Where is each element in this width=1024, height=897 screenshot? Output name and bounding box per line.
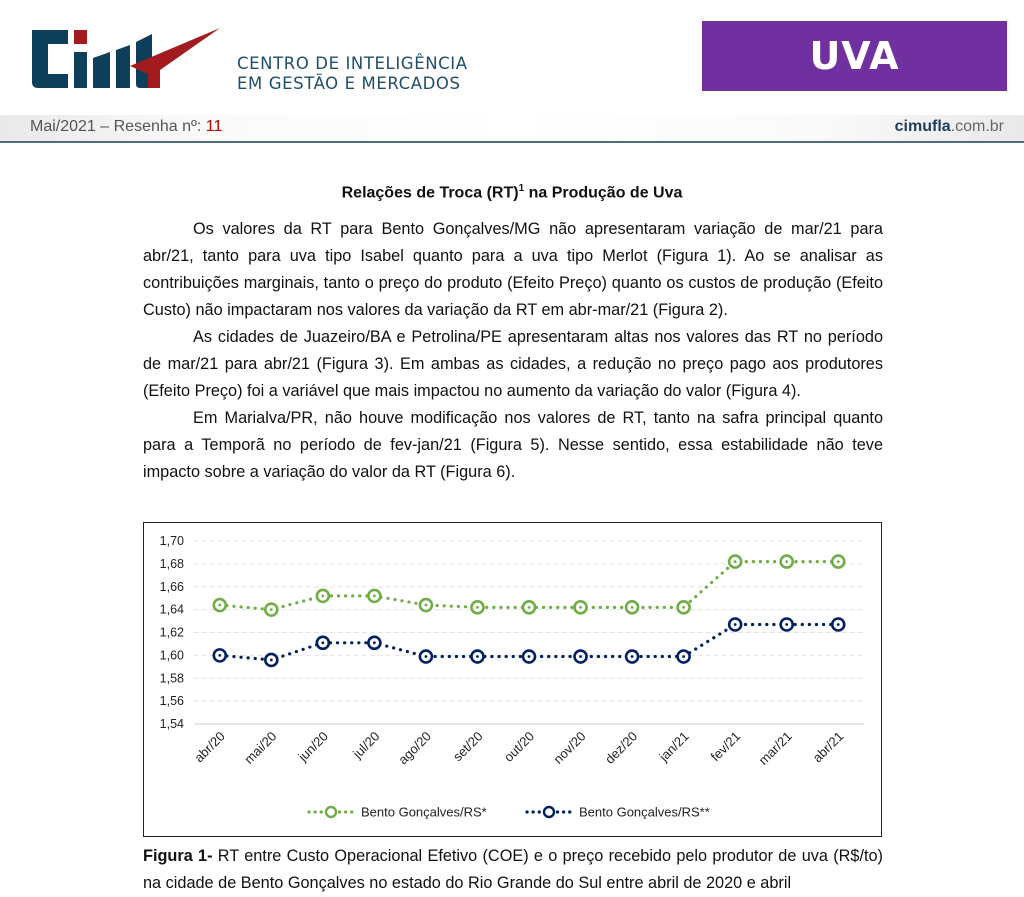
x-tick-label: mai/20	[241, 729, 279, 767]
x-tick-label: set/20	[450, 729, 486, 765]
caption-text: RT entre Custo Operacional Efetivo (COE)…	[143, 847, 883, 892]
figure-1-chart: 1,54 1,56 1,58 1,60 1,62 1,64 1,66 1,68 1,70 abr/…	[143, 522, 882, 837]
data-point-center	[218, 653, 222, 657]
y-tick-label: 1,68	[160, 557, 184, 571]
data-point-center	[321, 594, 325, 598]
x-tick-label: jun/20	[295, 729, 331, 765]
x-tick-label: abr/21	[810, 729, 847, 766]
data-point-center	[269, 658, 273, 662]
data-point-center	[785, 560, 789, 563]
y-tick-label: 1,64	[160, 603, 184, 617]
data-point-center	[682, 655, 686, 658]
subheader-bar	[0, 115, 1024, 143]
data-point-center	[630, 605, 634, 609]
x-tick-label: jul/20	[349, 729, 382, 762]
y-tick-label: 1,54	[160, 717, 184, 731]
article-title: Relações de Troca (RT)1 na Produção de U…	[341, 183, 683, 202]
y-tick-label: 1,56	[160, 694, 184, 708]
issue-info: Mai/2021 – Resenha nº: 11	[30, 118, 222, 136]
data-point-center	[733, 560, 737, 563]
x-tick-label: jan/21	[655, 729, 691, 765]
paragraph: Os valores da RT para Bento Gonçalves/MG…	[143, 220, 883, 319]
figure-caption: Figura 1- RT entre Custo Operacional Efe…	[143, 843, 883, 897]
x-tick-label: out/20	[501, 729, 537, 765]
data-point-center	[476, 605, 479, 609]
data-point-center	[836, 623, 840, 626]
footnote-ref: 1	[518, 183, 525, 194]
data-point-center	[372, 641, 376, 645]
data-point-center	[836, 560, 840, 563]
legend-label: Bento Gonçalves/RS**	[579, 805, 710, 820]
x-tick-label: ago/20	[395, 729, 434, 768]
data-point-center	[527, 605, 531, 609]
data-point-center	[579, 655, 582, 658]
data-point-center	[630, 655, 634, 658]
logo-line-1: CENTRO DE INTELIGÊNCIA	[237, 54, 468, 73]
data-point-center	[476, 655, 479, 658]
data-point-center	[579, 605, 582, 609]
data-point-center	[785, 623, 789, 626]
issue-number: 11	[205, 118, 223, 135]
x-tick-label: mar/21	[756, 729, 795, 768]
site-name: cimufla	[894, 118, 951, 135]
data-point-center	[424, 655, 428, 658]
legend-marker	[542, 805, 556, 819]
issue-label: Mai/2021 – Resenha nº:	[30, 118, 206, 135]
data-point-center	[527, 655, 531, 658]
x-tick-label: nov/20	[550, 729, 588, 767]
logo-line-2: EM GESTÃO E MERCADOS	[237, 74, 461, 93]
x-tick-label: fev/21	[708, 729, 744, 765]
data-point-center	[733, 623, 737, 626]
y-tick-label: 1,58	[160, 671, 184, 685]
caption-label: Figura 1-	[143, 847, 213, 865]
data-point-center	[682, 605, 686, 609]
cim-logo	[32, 28, 220, 88]
paragraph: Em Marialva/PR, não houve modificação no…	[143, 409, 883, 481]
legend-label: Bento Gonçalves/RS*	[361, 805, 487, 820]
x-tick-label: abr/20	[191, 729, 228, 766]
data-point-center	[218, 603, 222, 607]
data-point-center	[321, 641, 325, 645]
y-tick-label: 1,70	[160, 534, 184, 548]
x-tick-label: dez/20	[602, 729, 640, 767]
commodity-badge: UVA	[702, 21, 1007, 91]
y-tick-label: 1,60	[160, 648, 184, 662]
legend-marker	[324, 805, 338, 819]
y-tick-label: 1,66	[160, 580, 184, 594]
site-link[interactable]: cimufla.com.br	[895, 118, 1004, 136]
data-point-center	[372, 594, 376, 598]
article-body: Os valores da RT para Bento Gonçalves/MG…	[143, 216, 883, 486]
paragraph: As cidades de Juazeiro/BA e Petrolina/PE…	[143, 328, 883, 400]
y-tick-label: 1,62	[160, 626, 184, 640]
data-point-center	[424, 603, 428, 607]
site-domain: .com.br	[950, 118, 1004, 135]
data-point-center	[269, 608, 273, 612]
logo-text: CENTRO DE INTELIGÊNCIA EM GESTÃO E MERCA…	[237, 54, 468, 94]
line-chart: 1,54 1,56 1,58 1,60 1,62 1,64 1,66 1,68 1,70 abr/…	[160, 534, 864, 820]
